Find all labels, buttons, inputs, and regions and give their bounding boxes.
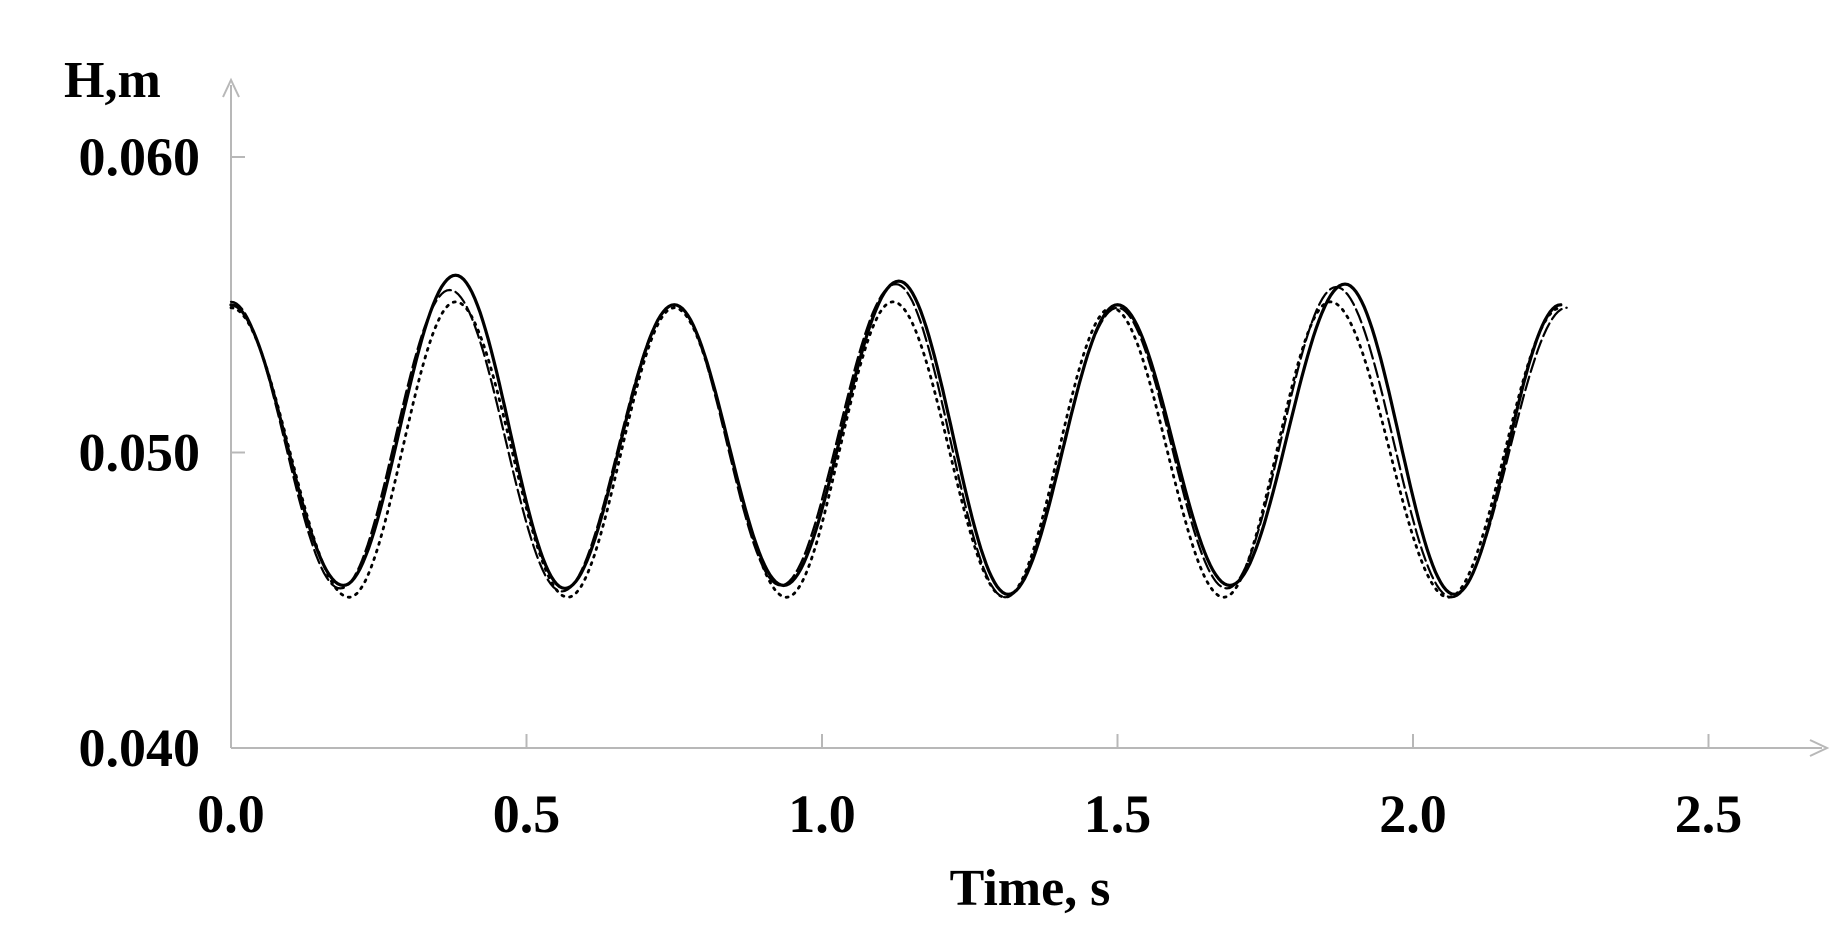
series-line-dotted [229, 300, 1563, 599]
x-tick-label: 0.0 [197, 784, 265, 844]
x-tick-label: 0.5 [493, 784, 561, 844]
x-tick-label: 2.0 [1379, 784, 1447, 844]
x-tick-label: 1.0 [788, 784, 856, 844]
x-tick-label: 2.5 [1675, 784, 1743, 844]
ticks: 0.0 0.5 1.0 1.5 2.0 2.5 0.040 0.050 0.060 [79, 127, 1743, 844]
x-axis-title: Time, s [950, 860, 1111, 917]
series-line-dashed [229, 282, 1568, 599]
x-tick-label: 1.5 [1084, 784, 1152, 844]
y-axis-arrow [222, 77, 240, 98]
y-tick-label: 0.060 [79, 127, 201, 187]
series-group [229, 273, 1568, 599]
y-tick-label: 0.050 [79, 423, 201, 483]
axes [222, 77, 1830, 757]
y-tick-label: 0.040 [79, 718, 201, 778]
y-axis-title: H,m [64, 52, 161, 109]
series-line-solid [229, 273, 1563, 596]
x-axis-arrow [1809, 739, 1830, 757]
